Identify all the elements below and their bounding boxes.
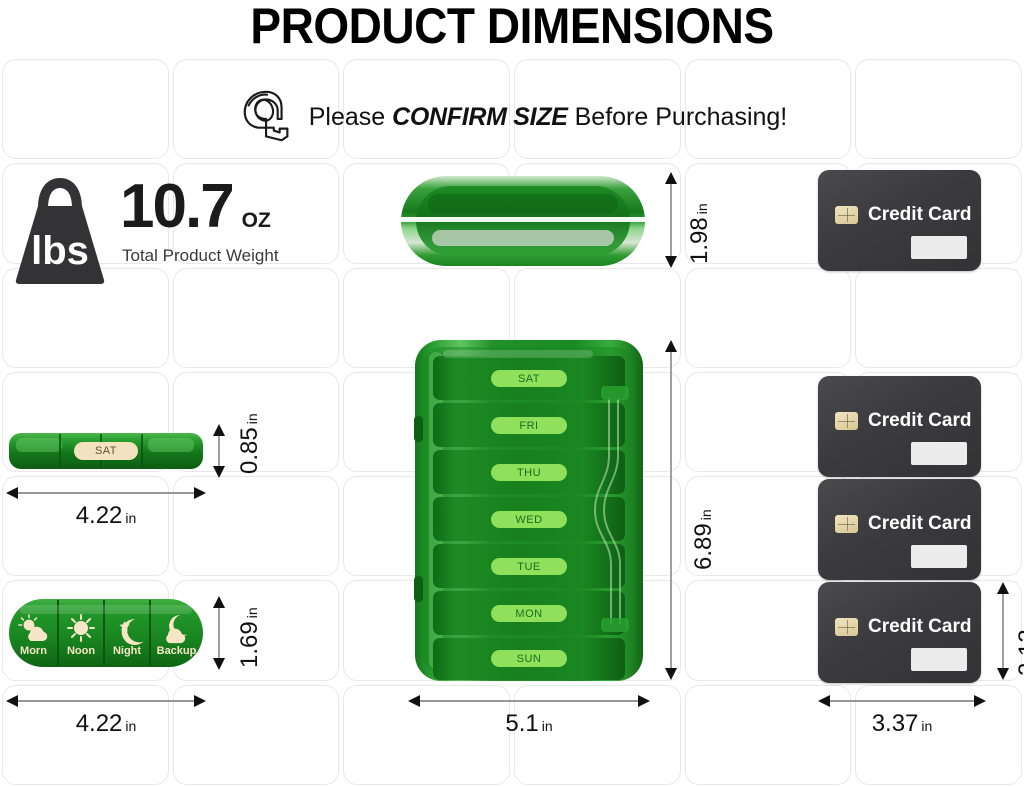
compartment-label-night: Night <box>112 645 142 657</box>
weight-icon-text: lbs <box>31 229 89 273</box>
product-organizer-front-view: SAT FRI THU WED TUE MON SUN <box>413 338 645 683</box>
grid-cell <box>855 267 1022 368</box>
dimension-label-organizer-height: 6.89in <box>690 509 717 570</box>
grid-cell <box>514 59 681 160</box>
signature-strip <box>911 442 967 465</box>
day-label-6: SUN <box>491 650 567 667</box>
weight-value: 10.7 <box>120 172 235 241</box>
day-label-0: SAT <box>491 370 567 387</box>
dimension-label-organizer-width: 5.1 in <box>505 710 553 737</box>
moon-cloud-icon <box>166 615 188 644</box>
day-label-2: THU <box>491 464 567 481</box>
card-chip-row: Credit Card <box>835 616 971 638</box>
sun-icon <box>67 614 95 642</box>
dimension-label-side-thickness: 0.85in <box>236 413 263 474</box>
grid-cell <box>855 59 1022 160</box>
signature-strip <box>911 236 967 259</box>
product-side-profile-view: SAT <box>8 428 204 474</box>
emv-chip-icon <box>835 618 858 636</box>
dimension-arrow-side-thickness <box>208 424 230 478</box>
total-weight-block: lbs 10.7 OZ Total Product Weight <box>8 168 328 298</box>
dimension-arrow-quad-width: 4.22 in <box>6 690 206 737</box>
dimension-arrow-card-height <box>992 582 1014 680</box>
confirm-size-text: Please CONFIRM SIZE Before Purchasing! <box>309 103 788 132</box>
product-daily-piece-view: Morn Noon Night Backup <box>8 597 204 669</box>
day-label-4: TUE <box>491 558 567 575</box>
dimension-label-lid-height: 1.98in <box>686 203 713 264</box>
dimension-arrow-organizer-width: 5.1 in <box>408 690 650 737</box>
credit-card-reference-2: Credit Card <box>818 376 981 477</box>
credit-card-reference-3: Credit Card <box>818 479 981 580</box>
side-day-label: SAT <box>74 442 138 460</box>
credit-card-label: Credit Card <box>868 410 972 431</box>
weight-unit: OZ <box>241 209 271 232</box>
credit-card-label: Credit Card <box>868 513 972 534</box>
emv-chip-icon <box>835 206 858 224</box>
card-chip-row: Credit Card <box>835 513 971 535</box>
dimension-arrow-quad-height <box>208 596 230 670</box>
grid-cell <box>172 163 340 264</box>
sun-behind-cloud-icon <box>18 614 48 641</box>
credit-card-label: Credit Card <box>868 616 972 637</box>
dimension-label-card-width: 3.37 in <box>871 710 933 737</box>
dimension-label-quad-height: 1.69in <box>236 607 263 668</box>
grid-cell <box>343 59 510 160</box>
credit-card-reference-1: Credit Card <box>818 170 981 271</box>
dimension-arrow-lid-height <box>660 172 682 268</box>
day-label-5: MON <box>491 605 567 622</box>
emv-chip-icon <box>835 412 858 430</box>
dimension-label-side-width: 4.22 in <box>75 502 137 529</box>
grid-cell <box>172 267 340 368</box>
grid-cell <box>2 59 169 160</box>
emv-chip-icon <box>835 515 858 533</box>
tape-measure-icon <box>243 90 289 142</box>
signature-strip <box>911 545 967 568</box>
day-label-3: WED <box>491 511 567 528</box>
weight-lbs-icon: lbs <box>8 168 112 286</box>
confirm-text-before: Please <box>308 102 393 131</box>
grid-cell <box>684 267 852 368</box>
weight-caption: Total Product Weight <box>122 246 279 265</box>
moon-star-icon <box>119 618 144 645</box>
confirm-text-after: Before Purchasing! <box>567 102 788 131</box>
compartment-label-noon: Noon <box>66 645 96 657</box>
dimension-arrow-organizer-height <box>660 340 682 680</box>
confirm-text-emphasis: CONFIRM SIZE <box>392 102 568 131</box>
page-title: PRODUCT DIMENSIONS <box>250 0 774 54</box>
signature-strip <box>911 648 967 671</box>
credit-card-reference-4: Credit Card <box>818 582 981 683</box>
day-label-1: FRI <box>491 417 567 434</box>
confirm-size-banner: Please CONFIRM SIZE Before Purchasing! <box>0 72 1024 162</box>
compartment-label-backup: Backup <box>156 645 197 657</box>
grid-cell <box>684 59 852 160</box>
dimension-label-quad-width: 4.22 in <box>75 710 137 737</box>
grid-cell <box>2 267 169 368</box>
card-chip-row: Credit Card <box>835 410 971 432</box>
compartment-label-morn: Morn <box>20 645 47 657</box>
credit-card-label: Credit Card <box>868 204 972 225</box>
dimension-label-card-height: 2.13in <box>1014 615 1024 676</box>
dimension-arrow-side-width: 4.22 in <box>6 482 206 529</box>
dimension-arrow-card-width: 3.37 in <box>818 690 986 737</box>
daily-compartment-labels: Morn Noon Night Backup <box>8 597 204 669</box>
product-lid-top-view <box>398 172 648 270</box>
card-chip-row: Credit Card <box>835 204 971 226</box>
